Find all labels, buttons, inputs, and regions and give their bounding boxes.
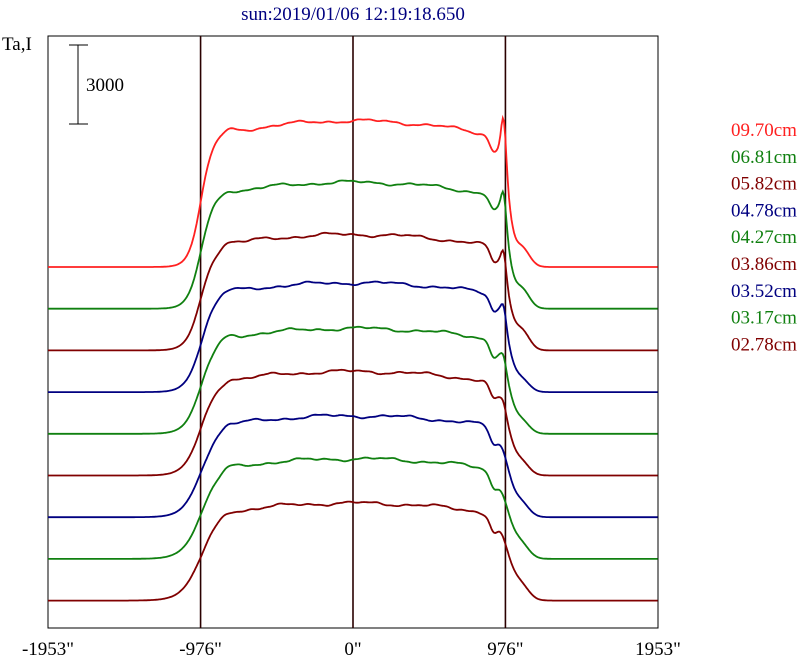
series-line-03-52cm xyxy=(48,413,658,519)
legend-entry: 04.27cm xyxy=(731,227,797,248)
legend-entry: 03.86cm xyxy=(731,254,797,275)
legend-entry: 09.70cm xyxy=(731,120,797,141)
series-line-03-86cm xyxy=(48,368,658,477)
legend: 09.70cm 06.81cm 05.82cm 04.78cm 04.27cm 03.86… xyxy=(731,120,797,355)
chart-title: sun:2019/01/06 12:19:18.650 xyxy=(241,4,465,25)
legend-entry: 05.82cm xyxy=(731,174,797,195)
series-line-03-17cm xyxy=(48,456,658,560)
legend-entry: 06.81cm xyxy=(731,147,797,168)
scale-bar-label: 3000 xyxy=(86,75,124,96)
x-tick-label: -1953" xyxy=(22,639,74,660)
series-line-04-27cm xyxy=(48,325,658,435)
series-curves xyxy=(48,114,658,602)
x-tick-labels: -1953" -976" 0" 976" 1953" xyxy=(22,639,681,660)
series-line-06-81cm xyxy=(48,179,658,310)
series-line-04-78cm xyxy=(48,280,658,393)
scale-bar: 3000 xyxy=(69,44,124,125)
reference-lines xyxy=(199,36,507,628)
series-line-02-78cm xyxy=(48,500,658,602)
x-tick-label: 1953" xyxy=(635,639,681,660)
series-line-05-82cm xyxy=(48,231,658,352)
series-line-09-70cm xyxy=(48,114,658,268)
legend-entry: 04.78cm xyxy=(731,200,797,221)
legend-entry: 03.17cm xyxy=(731,308,797,329)
x-tick-label: 0" xyxy=(344,639,361,660)
x-tick-label: -976" xyxy=(179,639,222,660)
y-axis-label: Ta,I xyxy=(2,34,32,55)
legend-entry: 03.52cm xyxy=(731,281,797,302)
x-tick-label: 976" xyxy=(487,639,523,660)
legend-entry: 02.78cm xyxy=(731,334,797,355)
